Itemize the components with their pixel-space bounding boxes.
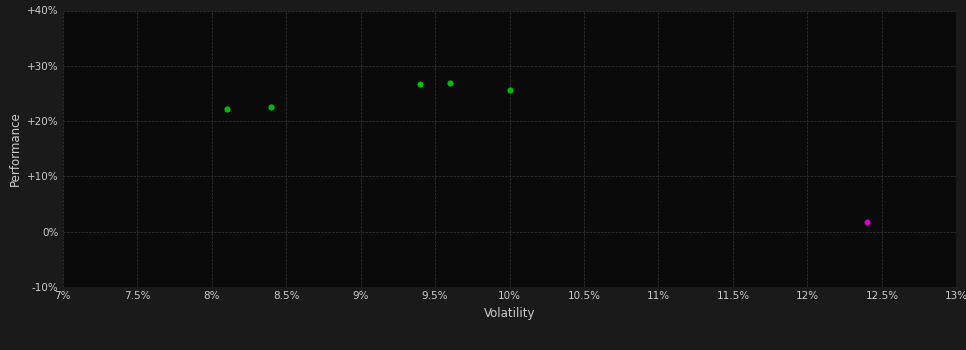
Point — [412, 81, 428, 87]
Point — [860, 219, 875, 225]
X-axis label: Volatility: Volatility — [484, 307, 535, 320]
Point — [219, 106, 235, 112]
Y-axis label: Performance: Performance — [9, 111, 21, 186]
Point — [264, 105, 279, 110]
Point — [442, 80, 458, 86]
Point — [501, 87, 517, 92]
